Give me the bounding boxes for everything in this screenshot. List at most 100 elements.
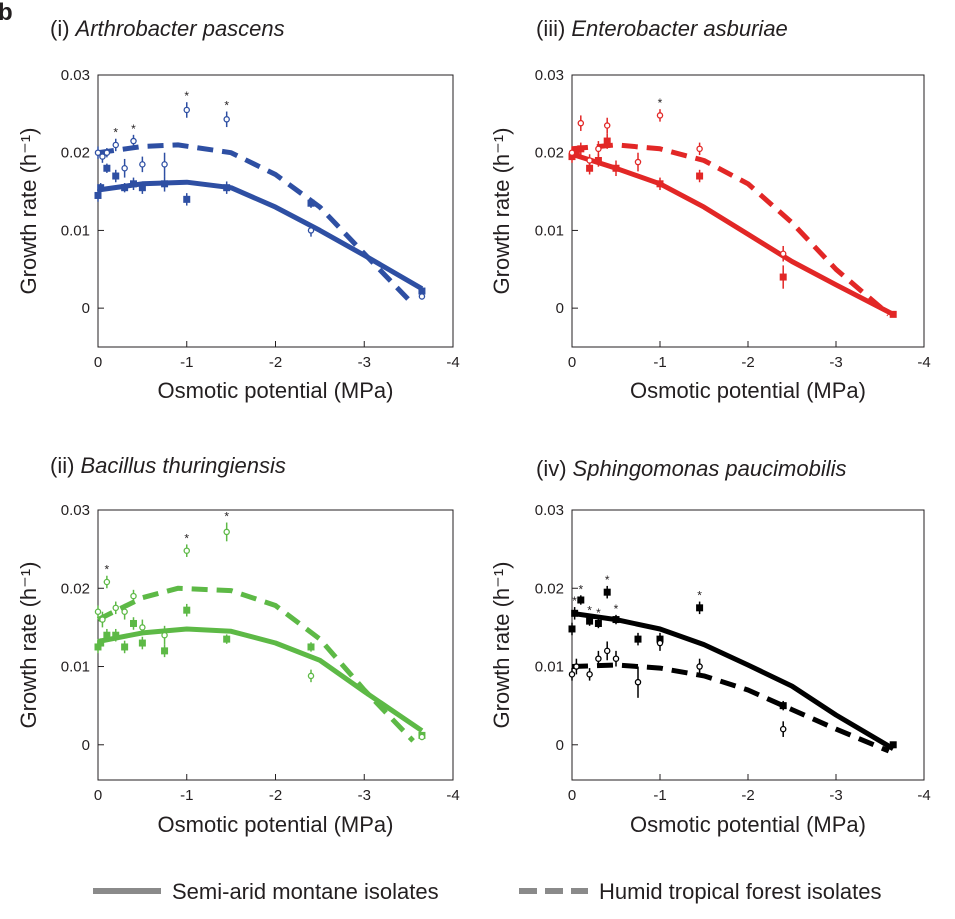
data-point-open-circle <box>696 145 703 153</box>
data-point-filled-square <box>696 604 704 612</box>
data-point-open-circle <box>568 149 576 156</box>
x-tick-label: -3 <box>358 787 371 804</box>
data-point-open-circle <box>656 112 664 119</box>
data-point-filled-square <box>418 287 426 295</box>
y-axis-label: Growth rate (h⁻¹) <box>489 128 514 295</box>
data-point-open-circle <box>568 671 576 678</box>
significance-star: * <box>572 594 577 608</box>
data-point-open-circle <box>223 528 230 536</box>
fit-curve-solid <box>97 626 424 733</box>
data-point-open-circle <box>94 608 102 615</box>
axes-frame <box>97 74 454 348</box>
data-point-open-circle <box>99 153 106 160</box>
y-tick-label: 0.03 <box>61 502 90 519</box>
data-point-filled-square <box>594 156 602 164</box>
y-tick-label: 0.01 <box>535 659 564 676</box>
title-species: Enterobacter asburiae <box>571 16 787 41</box>
data-point-open-circle <box>139 624 146 631</box>
data-point-open-circle <box>161 161 168 168</box>
chart-panel-iii: (iii) Enterobacter asburiae 0 0.01 0.02 0.03 0… <box>489 16 931 403</box>
series-humid-tropical: * * * <box>94 510 426 743</box>
chart-title: (i) Arthrobacter pascens <box>50 16 285 41</box>
x-axis-label: Osmotic potential (MPa) <box>158 812 394 837</box>
data-point-open-circle <box>418 733 426 741</box>
significance-star: * <box>658 96 663 110</box>
data-point-filled-square <box>586 617 594 625</box>
significance-star: * <box>105 563 110 577</box>
title-species: Sphingomonas paucimobilis <box>573 456 847 481</box>
data-point-open-circle <box>612 655 620 662</box>
data-point-open-circle <box>656 639 664 647</box>
x-tick-label: -3 <box>829 787 842 804</box>
significance-star: * <box>596 606 601 620</box>
data-point-filled-square <box>121 184 129 192</box>
data-point-filled-square <box>183 606 191 614</box>
x-tick-label: -4 <box>446 787 459 804</box>
data-point-open-circle <box>603 647 611 655</box>
data-point-open-circle <box>586 671 593 678</box>
data-point-open-circle <box>112 141 120 149</box>
fit-curve-solid <box>97 179 424 291</box>
data-point-filled-square <box>97 184 105 192</box>
y-tick-label: 0 <box>82 737 90 754</box>
legend-solid-label: Semi-arid montane isolates <box>172 879 439 904</box>
x-tick-label: -2 <box>741 787 754 804</box>
axes-frame <box>571 509 925 781</box>
fit-curve-dashed <box>571 142 891 317</box>
y-tick-label: 0.03 <box>535 67 564 84</box>
data-point-filled-square <box>696 172 704 180</box>
data-point-open-circle <box>183 106 190 114</box>
data-point-filled-square <box>568 625 576 633</box>
data-point-open-circle <box>121 608 128 615</box>
data-point-open-circle <box>418 293 426 300</box>
data-point-filled-square <box>183 195 191 203</box>
data-point-open-circle <box>94 149 102 156</box>
data-point-filled-square <box>612 164 620 172</box>
data-point-filled-square <box>572 149 580 157</box>
y-tick-label: 0.02 <box>61 580 90 597</box>
fit-curve-solid <box>571 151 895 317</box>
data-point-filled-square <box>656 180 664 188</box>
legend: Semi-arid montane isolates Humid tropica… <box>93 879 881 904</box>
data-point-filled-square <box>586 164 594 172</box>
data-point-open-circle <box>103 149 111 156</box>
data-point-filled-square <box>138 184 146 192</box>
fit-curve-dashed <box>97 142 415 307</box>
x-axis-label: Osmotic potential (MPa) <box>630 378 866 403</box>
chart-title: (iv) Sphingomonas paucimobilis <box>536 456 846 481</box>
data-point-filled-square <box>889 310 897 318</box>
panel-letter: b <box>0 0 13 26</box>
y-axis-label: Growth rate (h⁻¹) <box>489 562 514 729</box>
data-point-filled-square <box>307 643 315 651</box>
data-point-open-circle <box>779 250 787 257</box>
data-point-filled-square <box>121 643 129 651</box>
data-point-filled-square <box>103 164 111 172</box>
significance-star: * <box>184 531 189 545</box>
significance-star: * <box>578 582 583 596</box>
axes-frame <box>571 74 925 348</box>
title-species: Bacillus thuringiensis <box>80 453 285 478</box>
data-point-open-circle <box>307 672 315 680</box>
data-point-filled-square <box>571 609 579 617</box>
y-tick-label: 0 <box>556 300 564 317</box>
data-point-filled-square <box>223 635 231 643</box>
y-axis-label: Growth rate (h⁻¹) <box>16 562 41 729</box>
data-point-filled-square <box>112 172 120 180</box>
y-tick-label: 0.01 <box>535 222 564 239</box>
data-point-filled-square <box>130 180 137 188</box>
x-tick-label: 0 <box>568 787 576 804</box>
data-point-open-circle <box>577 119 585 127</box>
chart-panels: (i) Arthrobacter pascens 0 0.01 0.02 0.03 0 -1 -… <box>16 16 931 837</box>
y-tick-label: 0.02 <box>535 580 564 597</box>
series-humid-tropical: * <box>568 96 891 317</box>
chart-panel-i: (i) Arthrobacter pascens 0 0.01 0.02 0.03 0 -1 -… <box>16 16 460 403</box>
data-point-filled-square <box>612 616 620 624</box>
data-point-open-circle <box>183 547 190 554</box>
data-point-open-circle <box>121 165 128 172</box>
data-point-open-circle <box>603 122 611 129</box>
significance-star: * <box>224 510 229 524</box>
series-semi-arid <box>568 133 897 318</box>
significance-star: * <box>113 126 118 140</box>
data-point-filled-square <box>779 702 787 710</box>
data-point-open-circle <box>595 145 602 153</box>
